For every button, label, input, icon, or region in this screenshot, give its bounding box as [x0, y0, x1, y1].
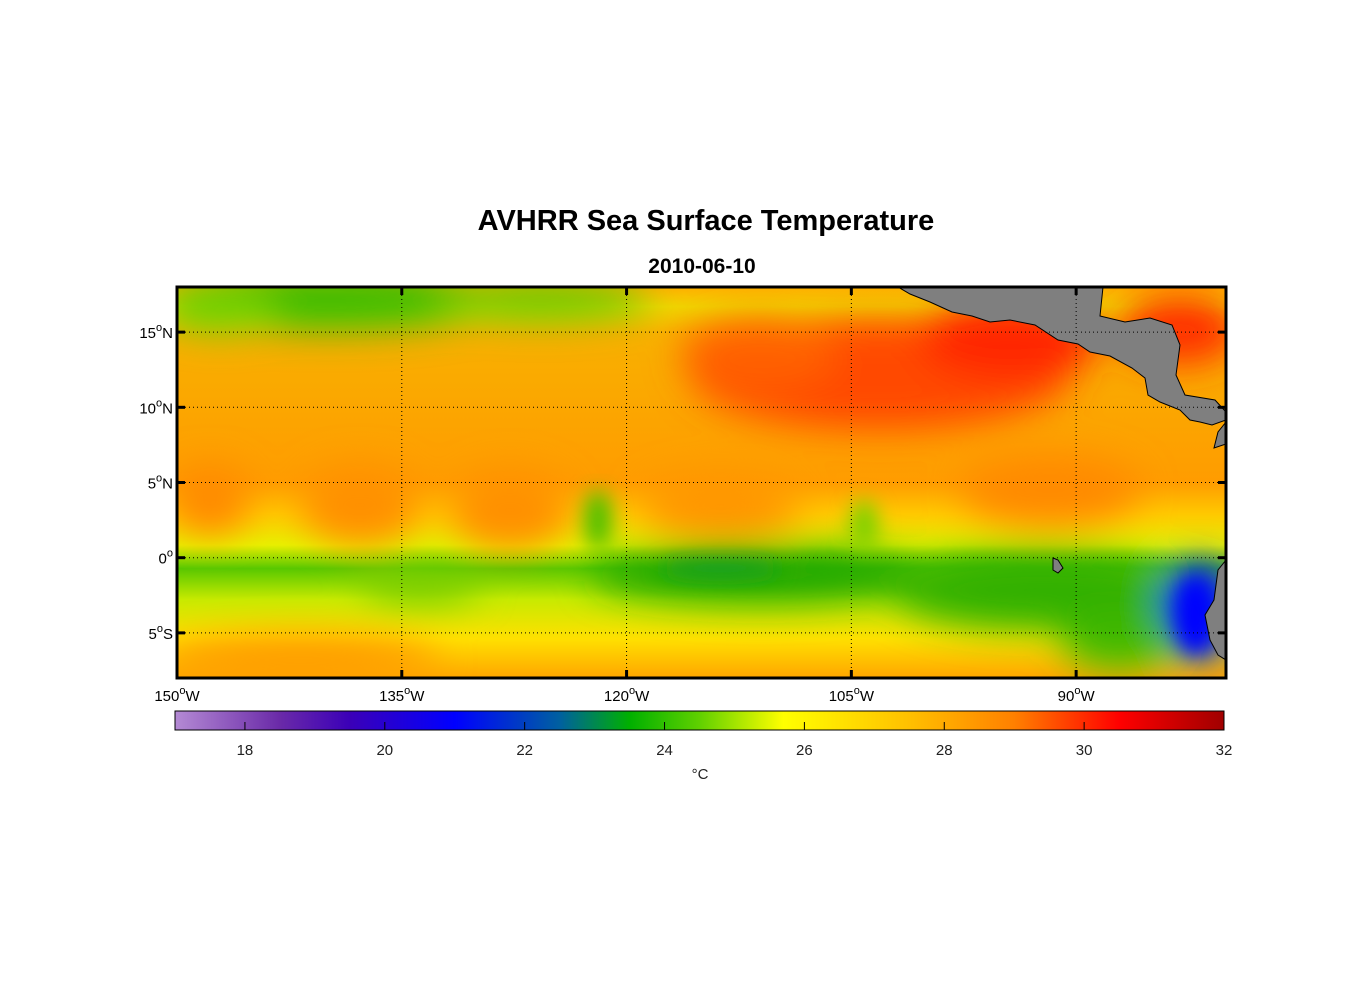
lon-tick-label: 105oW [829, 685, 875, 705]
colorbar-tick-label: 26 [796, 742, 813, 759]
lat-deg: 5 [149, 626, 157, 643]
lon-deg: 150 [154, 688, 179, 705]
lon-hem: W [1080, 688, 1095, 705]
lat-hem: N [162, 400, 173, 417]
colorbar [174, 710, 1225, 731]
lon-tick-label: 120oW [604, 685, 650, 705]
lat-hem: N [162, 325, 173, 342]
map-title: AVHRR Sea Surface Temperature [477, 205, 935, 237]
degree-symbol: o [156, 322, 162, 334]
land-galapagos [1052, 557, 1064, 574]
lon-hem: W [860, 688, 875, 705]
lon-deg: 120 [604, 688, 629, 705]
lon-deg: 135 [379, 688, 404, 705]
colorbar-unit: °C [692, 766, 709, 783]
land-colombia [1213, 421, 1226, 449]
lon-tick-label: 135oW [379, 685, 425, 705]
degree-symbol: o [156, 473, 162, 485]
degree-symbol: o [179, 685, 185, 697]
lat-deg: 10 [139, 400, 156, 417]
lat-hem: N [162, 476, 173, 493]
lat-tick-label: 5oN [148, 473, 173, 493]
degree-symbol: o [1074, 685, 1080, 697]
degree-symbol: o [156, 397, 162, 409]
colorbar-tick-label: 32 [1216, 742, 1233, 759]
degree-symbol: o [629, 685, 635, 697]
degree-symbol: o [167, 548, 173, 560]
lon-tick-label: 150oW [154, 685, 200, 705]
lat-deg: 5 [148, 476, 156, 493]
colorbar-tick-label: 18 [237, 742, 254, 759]
sst-field [177, 287, 1226, 678]
lat-tick-label: 15oN [139, 322, 173, 342]
lat-hem: S [163, 626, 173, 643]
lon-hem: W [185, 688, 200, 705]
axis-ticks [175, 287, 1226, 678]
land-central-america [897, 287, 1226, 426]
colorbar-tick-label: 22 [516, 742, 533, 759]
colorbar-tick-label: 20 [376, 742, 393, 759]
degree-symbol: o [404, 685, 410, 697]
colorbar-ticks: 18 20 22 24 26 28 30 32 [237, 722, 1233, 759]
lon-hem: W [410, 688, 425, 705]
colorbar-tick-label: 28 [936, 742, 953, 759]
colorbar-tick-label: 24 [656, 742, 673, 759]
graticule [177, 287, 1226, 678]
lon-deg: 90 [1058, 688, 1075, 705]
map-date: 2010-06-10 [648, 255, 756, 278]
degree-symbol: o [157, 623, 163, 635]
lat-deg: 15 [139, 325, 156, 342]
lat-tick-label: 10oN [139, 397, 173, 417]
lat-tick-label: 0o [159, 548, 173, 568]
lon-deg: 105 [829, 688, 854, 705]
lon-hem: W [635, 688, 650, 705]
longitude-labels: 150oW 135oW 120oW 105oW 90oW [154, 685, 1095, 705]
lat-deg: 0 [159, 551, 167, 568]
lat-tick-label: 5oS [149, 623, 173, 643]
degree-symbol: o [854, 685, 860, 697]
lon-tick-label: 90oW [1058, 685, 1096, 705]
colorbar-tick-label: 30 [1076, 742, 1093, 759]
